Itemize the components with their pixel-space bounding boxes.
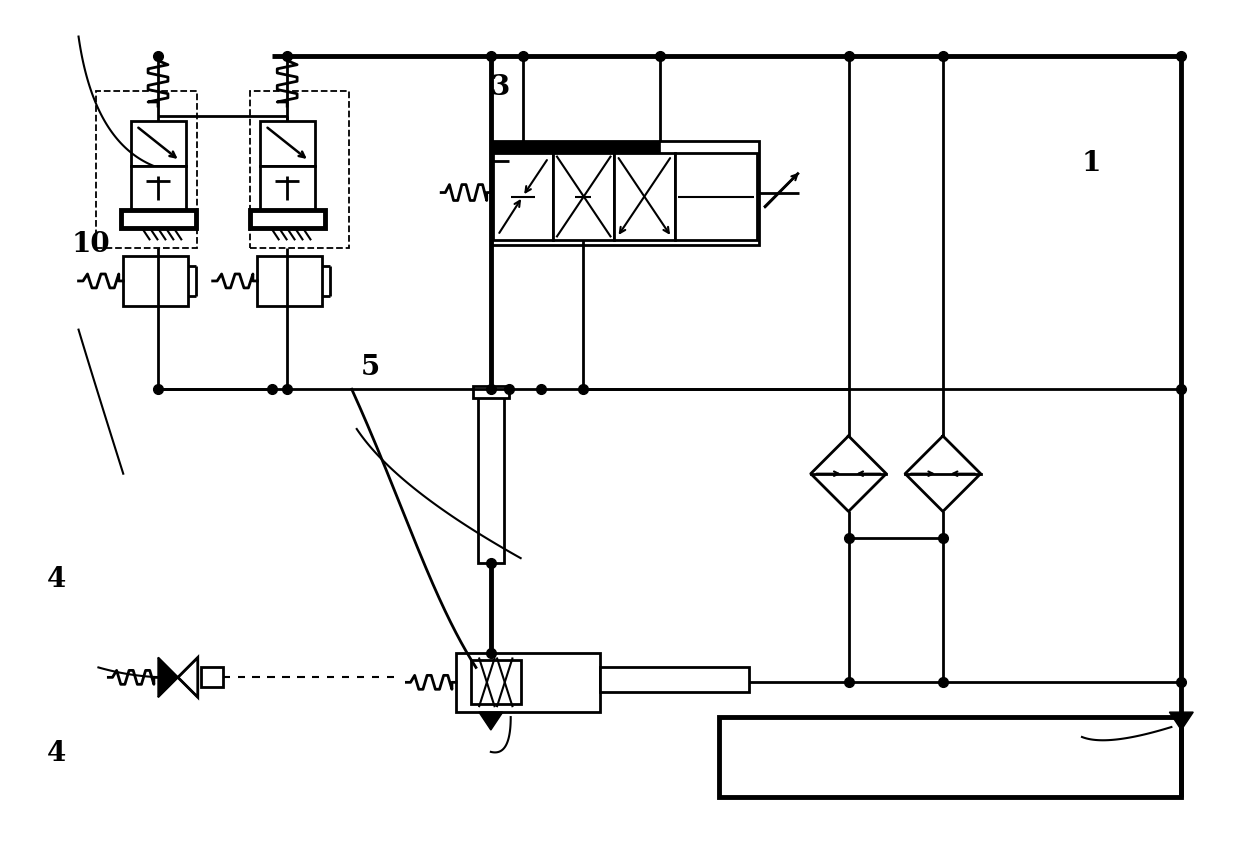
Bar (615, 154, 675, 241)
Bar (456, 653, 600, 712)
Bar (123, 257, 188, 306)
Bar (250, 92, 348, 249)
Text: 5: 5 (361, 354, 380, 380)
Polygon shape (479, 712, 503, 730)
Bar (473, 386, 509, 398)
Text: 3: 3 (491, 74, 509, 101)
Bar (493, 154, 554, 241)
Bar (478, 395, 504, 564)
Text: 4: 4 (47, 740, 67, 766)
Bar (491, 142, 659, 154)
Bar (131, 166, 186, 212)
Bar (471, 661, 520, 705)
Bar (250, 212, 325, 229)
Text: 10: 10 (72, 231, 110, 258)
Bar (600, 668, 750, 693)
Bar (260, 122, 315, 166)
Polygon shape (1170, 712, 1193, 730)
Polygon shape (178, 658, 198, 698)
Text: 1: 1 (1082, 150, 1100, 177)
Polygon shape (159, 658, 178, 698)
Bar (121, 212, 196, 229)
Bar (675, 154, 757, 241)
Bar (258, 257, 322, 306)
Bar (97, 92, 197, 249)
Bar (491, 142, 760, 246)
Bar (720, 717, 1181, 797)
Bar (554, 154, 615, 241)
Bar (201, 668, 223, 688)
Text: 4: 4 (47, 566, 67, 593)
Bar (131, 122, 186, 166)
Bar (260, 166, 315, 212)
